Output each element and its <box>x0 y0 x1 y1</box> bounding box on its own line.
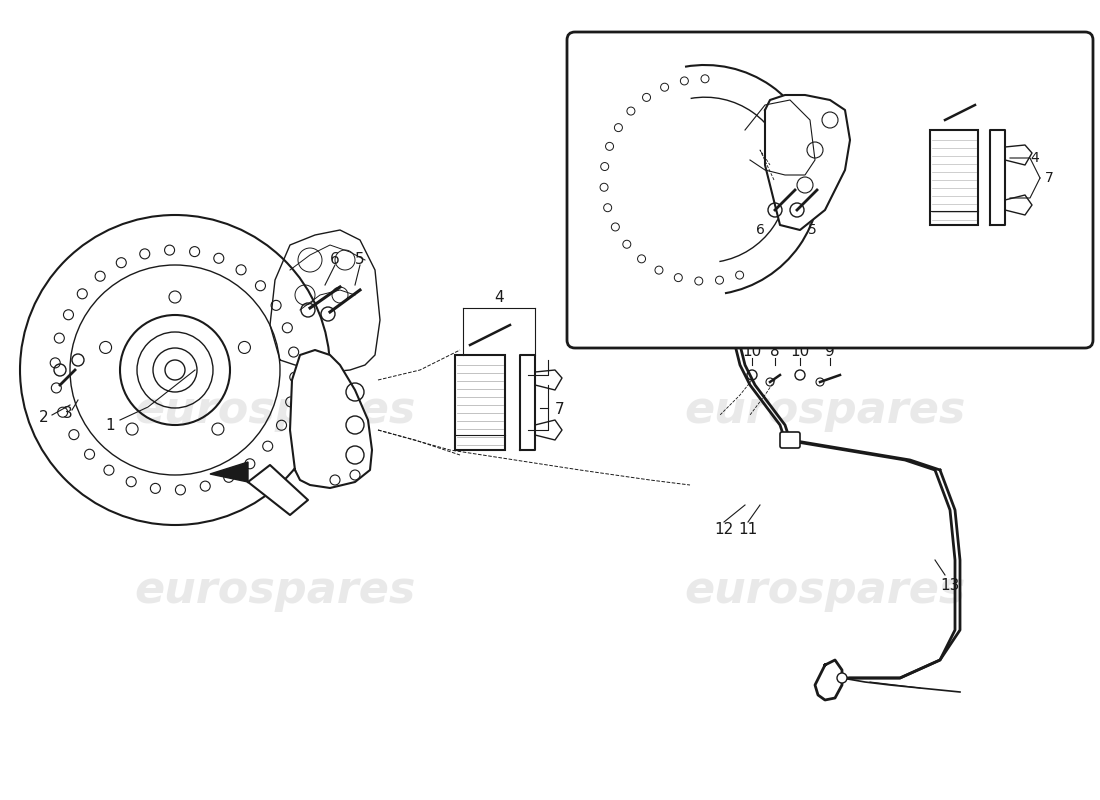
Polygon shape <box>290 350 372 488</box>
Text: 3: 3 <box>63 406 73 421</box>
FancyBboxPatch shape <box>780 432 800 448</box>
Text: eurospares: eurospares <box>134 389 416 431</box>
Text: 2: 2 <box>40 410 48 426</box>
Text: 1: 1 <box>106 418 114 433</box>
Polygon shape <box>248 465 308 515</box>
Text: 12: 12 <box>714 522 734 538</box>
Text: 6: 6 <box>756 223 764 237</box>
Text: 5: 5 <box>807 223 816 237</box>
Text: eurospares: eurospares <box>134 569 416 611</box>
Text: 8: 8 <box>770 345 780 359</box>
Polygon shape <box>764 95 850 230</box>
Text: 11: 11 <box>738 522 758 538</box>
Circle shape <box>837 673 847 683</box>
FancyBboxPatch shape <box>566 32 1093 348</box>
Text: 7: 7 <box>1045 171 1054 185</box>
Text: 10: 10 <box>791 345 810 359</box>
Text: eurospares: eurospares <box>684 569 966 611</box>
Text: 5: 5 <box>355 253 365 267</box>
FancyBboxPatch shape <box>776 292 795 308</box>
Text: 4: 4 <box>1031 151 1040 165</box>
Text: 4: 4 <box>494 290 504 306</box>
Text: 6: 6 <box>330 253 340 267</box>
Text: 9: 9 <box>825 345 835 359</box>
Text: 7: 7 <box>556 402 564 418</box>
Text: 10: 10 <box>742 345 761 359</box>
Text: eurospares: eurospares <box>684 389 966 431</box>
Polygon shape <box>210 462 248 482</box>
Text: 13: 13 <box>940 578 959 593</box>
